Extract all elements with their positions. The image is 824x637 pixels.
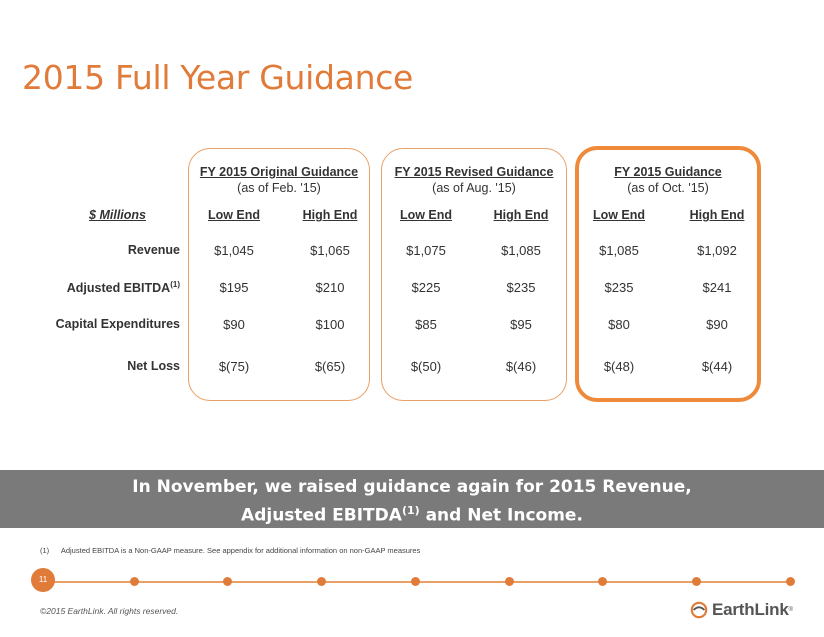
earthlink-logo: EarthLink ®	[690, 600, 793, 620]
table-cell: $1,045	[214, 243, 254, 258]
october-guidance-header: FY 2015 Guidance (as of Oct. '15)	[575, 164, 761, 196]
high-end-header: High End	[493, 208, 549, 222]
october-guidance-box	[575, 146, 761, 402]
footnote-ref: (1)	[170, 280, 180, 289]
row-label-adjusted-ebitda: Adjusted EBITDA(1)	[66, 280, 180, 296]
table-cell: $(50)	[410, 359, 442, 374]
timeline-dot	[223, 577, 232, 586]
timeline-dot	[598, 577, 607, 586]
banner-line-2: Adjusted EBITDA(1) and Net Income.	[241, 504, 583, 526]
footnote-text: Adjusted EBITDA is a Non-GAAP measure. S…	[60, 546, 421, 555]
row-label-capital-expenditures: Capital Expenditures	[55, 317, 180, 331]
original-guidance-box	[188, 148, 370, 401]
page-number: 11	[31, 568, 55, 592]
footnote: (1) Adjusted EBITDA is a Non-GAAP measur…	[40, 546, 420, 555]
table-cell: $235	[604, 280, 634, 295]
banner-line-1: In November, we raised guidance again fo…	[132, 477, 692, 497]
low-end-header: Low End	[207, 208, 261, 222]
table-cell: $90	[223, 317, 245, 332]
table-cell: $(46)	[505, 359, 537, 374]
table-cell: $85	[415, 317, 437, 332]
footnote-ref: (1)	[401, 504, 420, 517]
table-cell: $1,085	[501, 243, 541, 258]
earthlink-swirl-icon	[690, 601, 708, 619]
timeline-dot	[317, 577, 326, 586]
original-guidance-header: FY 2015 Original Guidance (as of Feb. '1…	[188, 164, 370, 196]
timeline-dot	[786, 577, 795, 586]
group-subtitle: (as of Oct. '15)	[627, 181, 709, 195]
low-end-header: Low End	[592, 208, 646, 222]
table-cell: $(44)	[701, 359, 733, 374]
revised-guidance-header: FY 2015 Revised Guidance (as of Aug. '15…	[381, 164, 567, 196]
table-cell: $95	[510, 317, 532, 332]
timeline-dot	[130, 577, 139, 586]
table-cell: $1,075	[406, 243, 446, 258]
table-cell: $1,092	[697, 243, 737, 258]
registered-mark: ®	[788, 607, 794, 613]
footnote-number: (1)	[40, 546, 50, 555]
table-cell: $1,085	[599, 243, 639, 258]
table-cell: $80	[608, 317, 630, 332]
table-cell: $(75)	[218, 359, 250, 374]
row-label-net-loss: Net Loss	[127, 359, 180, 373]
page-title: 2015 Full Year Guidance	[22, 58, 414, 97]
table-cell: $100	[315, 317, 345, 332]
timeline-dot	[692, 577, 701, 586]
table-cell: $225	[411, 280, 441, 295]
table-cell: $1,065	[310, 243, 350, 258]
timeline-dot	[411, 577, 420, 586]
group-title: FY 2015 Revised Guidance	[394, 165, 554, 179]
logo-text: EarthLink	[712, 600, 789, 619]
low-end-header: Low End	[399, 208, 453, 222]
table-cell: $90	[706, 317, 728, 332]
revised-guidance-box	[381, 148, 567, 401]
copyright: ©2015 EarthLink. All rights reserved.	[40, 606, 179, 616]
group-title: FY 2015 Original Guidance	[199, 165, 359, 179]
high-end-header: High End	[302, 208, 358, 222]
high-end-header: High End	[689, 208, 745, 222]
table-cell: $195	[219, 280, 249, 295]
table-cell: $235	[506, 280, 536, 295]
timeline-dot	[505, 577, 514, 586]
table-cell: $241	[702, 280, 732, 295]
table-cell: $(65)	[314, 359, 346, 374]
unit-label: $ Millions	[89, 208, 146, 222]
table-cell: $(48)	[603, 359, 635, 374]
group-title: FY 2015 Guidance	[614, 165, 722, 179]
table-cell: $210	[315, 280, 345, 295]
summary-banner: In November, we raised guidance again fo…	[0, 470, 824, 528]
group-subtitle: (as of Aug. '15)	[432, 181, 516, 195]
group-subtitle: (as of Feb. '15)	[237, 181, 321, 195]
row-label-revenue: Revenue	[127, 243, 180, 257]
